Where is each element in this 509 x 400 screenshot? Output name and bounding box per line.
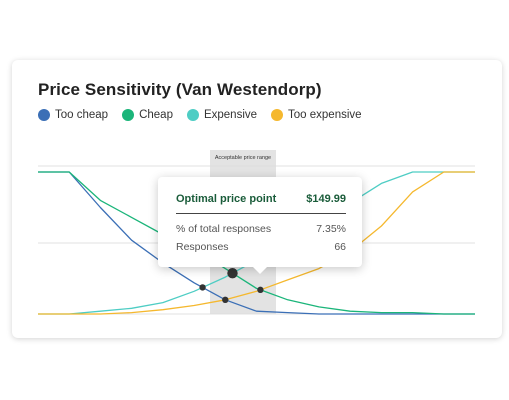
legend-label: Too cheap xyxy=(55,109,109,121)
intersection-marker xyxy=(257,286,264,294)
optimal-price-tooltip: Optimal price point $149.99 % of total r… xyxy=(158,177,362,274)
tooltip-header: Optimal price point $149.99 xyxy=(176,193,346,205)
legend-item-cheap[interactable]: Cheap xyxy=(122,109,173,121)
tooltip-row-label: % of total responses xyxy=(176,223,272,235)
tooltip-divider xyxy=(176,213,346,214)
tooltip-title: Optimal price point xyxy=(176,193,277,205)
cheap-swatch xyxy=(122,109,135,121)
intersection-marker xyxy=(227,267,238,279)
series-line-too-expensive xyxy=(38,171,475,315)
series-line-cheap xyxy=(38,171,475,315)
tooltip-row-value: 66 xyxy=(334,241,346,253)
legend-label: Expensive xyxy=(203,109,258,121)
tooltip-price: $149.99 xyxy=(306,193,346,205)
legend-item-too-cheap[interactable]: Too cheap xyxy=(38,109,108,121)
too-expensive-swatch xyxy=(271,109,284,121)
chart-title: Price Sensitivity (Van Westendorp) xyxy=(38,80,322,99)
legend: Too cheap Cheap Expensive Too expensive xyxy=(38,109,362,121)
tooltip-row-value: 7.35% xyxy=(316,223,346,235)
intersection-marker xyxy=(199,284,206,291)
tooltip-row-label: Responses xyxy=(176,241,229,253)
acceptable-range-label: Acceptable price range xyxy=(214,155,272,161)
legend-item-too-expensive[interactable]: Too expensive xyxy=(271,109,362,121)
legend-label: Too expensive xyxy=(288,109,362,121)
too-cheap-swatch xyxy=(38,109,50,121)
tooltip-row: % of total responses 7.35% xyxy=(176,223,346,235)
intersection-marker xyxy=(222,296,229,303)
legend-label: Cheap xyxy=(139,109,173,121)
tooltip-row: Responses 66 xyxy=(176,241,346,253)
expensive-swatch xyxy=(186,109,199,121)
series-line-too-cheap xyxy=(38,171,475,315)
legend-item-expensive[interactable]: Expensive xyxy=(186,109,258,121)
